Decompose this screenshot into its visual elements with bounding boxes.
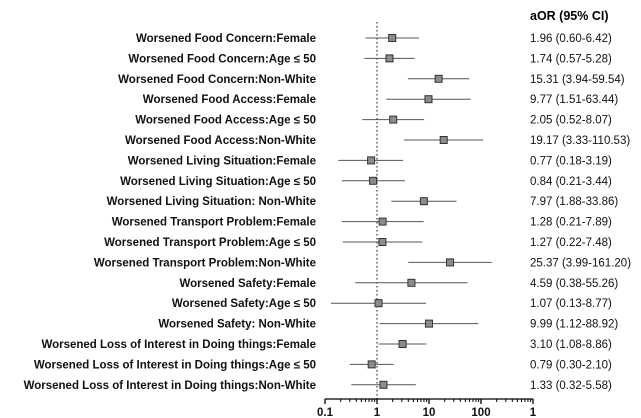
aor-value: 1.27 (0.22-7.48) bbox=[530, 237, 612, 249]
aor-value: 15.31 (3.94-59.54) bbox=[530, 74, 625, 86]
point-estimate-marker bbox=[375, 300, 382, 307]
point-estimate-marker bbox=[435, 75, 442, 82]
point-estimate-marker bbox=[368, 361, 375, 368]
aor-value: 4.59 (0.38-55.26) bbox=[530, 278, 618, 290]
x-tick-label: 10 bbox=[423, 407, 436, 418]
row-label: Worsened Loss of Interest in Doing thing… bbox=[24, 380, 316, 392]
point-estimate-marker bbox=[399, 341, 406, 348]
point-estimate-marker bbox=[380, 381, 387, 388]
row-label: Worsened Food Concern:Age ≤ 50 bbox=[128, 53, 316, 65]
row-label: Worsened Living Situation:Age ≤ 50 bbox=[120, 176, 316, 188]
aor-value: 3.10 (1.08-8.86) bbox=[530, 339, 612, 351]
aor-value: 25.37 (3.99-161.20) bbox=[530, 257, 631, 269]
x-tick-label: 0.1 bbox=[317, 407, 334, 418]
point-estimate-marker bbox=[390, 116, 397, 123]
point-estimate-marker bbox=[386, 55, 393, 62]
point-estimate-marker bbox=[447, 259, 454, 266]
row-label: Worsened Loss of Interest in Doing thing… bbox=[34, 359, 316, 371]
aor-value: 7.97 (1.88-33.86) bbox=[530, 196, 618, 208]
row-label: Worsened Food Concern:Non-White bbox=[118, 74, 316, 86]
row-label: Worsened Food Concern:Female bbox=[136, 33, 316, 45]
aor-value: 1.74 (0.57-5.28) bbox=[530, 53, 612, 65]
row-label: Worsened Safety:Age ≤ 50 bbox=[172, 298, 316, 310]
row-label: Worsened Transport Problem:Age ≤ 50 bbox=[104, 237, 316, 249]
rows-layer: Worsened Food Concern:Female 1.96 (0.60-6… bbox=[24, 22, 632, 399]
x-axis: 0.1 1 10 100 1 bbox=[317, 399, 537, 418]
point-estimate-marker bbox=[389, 35, 396, 42]
point-estimate-marker bbox=[440, 137, 447, 144]
aor-value: 2.05 (0.52-8.07) bbox=[530, 115, 612, 127]
point-estimate-marker bbox=[379, 239, 386, 246]
row-label: Worsened Food Access:Female bbox=[143, 94, 316, 106]
row-label: Worsened Food Access:Non-White bbox=[125, 135, 316, 147]
aor-value: 0.84 (0.21-3.44) bbox=[530, 176, 612, 188]
point-estimate-marker bbox=[370, 177, 377, 184]
aor-value: 1.96 (0.60-6.42) bbox=[530, 33, 612, 45]
x-tick-label: 1 bbox=[530, 407, 537, 418]
x-tick-label: 100 bbox=[471, 407, 490, 418]
row-label: Worsened Transport Problem:Female bbox=[112, 217, 316, 229]
aor-value: 1.07 (0.13-8.77) bbox=[530, 298, 612, 310]
point-estimate-marker bbox=[420, 198, 427, 205]
point-estimate-marker bbox=[408, 279, 415, 286]
point-estimate-marker bbox=[425, 96, 432, 103]
aor-value: 9.99 (1.12-88.92) bbox=[530, 319, 618, 331]
row-label: Worsened Transport Problem:Non-White bbox=[94, 257, 316, 269]
aor-value: 19.17 (3.33-110.53) bbox=[530, 135, 630, 147]
point-estimate-marker bbox=[379, 218, 386, 225]
row-label: Worsened Living Situation: Non-White bbox=[107, 196, 316, 208]
row-label: Worsened Safety:Female bbox=[179, 278, 316, 290]
aor-value: 0.79 (0.30-2.10) bbox=[530, 359, 612, 371]
row-label: Worsened Safety: Non-White bbox=[158, 319, 316, 331]
row-label: Worsened Loss of Interest in Doing thing… bbox=[41, 339, 316, 351]
x-tick-label: 1 bbox=[374, 407, 381, 418]
row-label: Worsened Living Situation:Female bbox=[128, 155, 316, 167]
point-estimate-marker bbox=[368, 157, 375, 164]
point-estimate-marker bbox=[425, 320, 432, 327]
aor-value: 1.28 (0.21-7.89) bbox=[530, 217, 612, 229]
aor-value: 9.77 (1.51-63.44) bbox=[530, 94, 618, 106]
row-label: Worsened Food Access:Age ≤ 50 bbox=[135, 115, 316, 127]
aor-value: 0.77 (0.18-3.19) bbox=[530, 155, 612, 167]
aor-value: 1.33 (0.32-5.58) bbox=[530, 380, 612, 392]
aor-column-header: aOR (95% CI) bbox=[530, 9, 609, 23]
